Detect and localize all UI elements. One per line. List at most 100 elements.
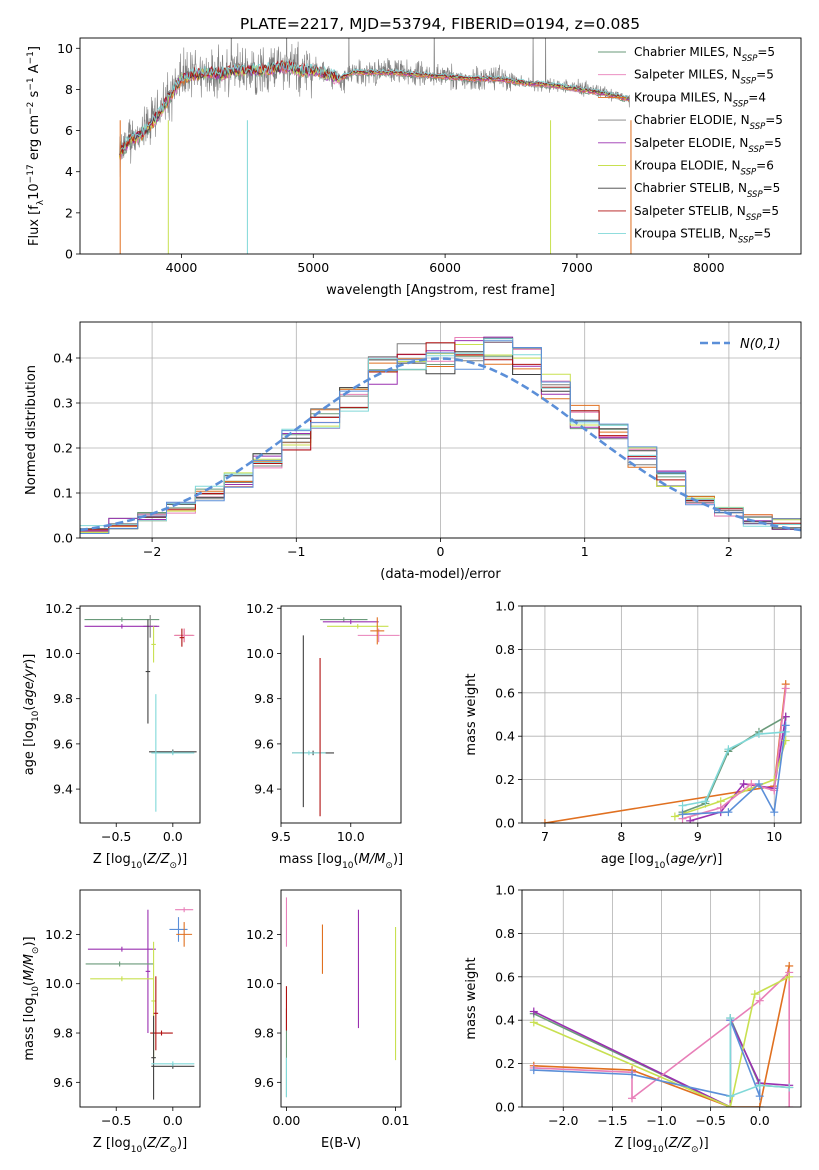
age-vs-metallicity-panel: −0.5 0.09.49.69.810.010.2Z [log10(Z/Z⊙)]a… [22,601,201,871]
residuals-panel: −2 −1 0 1 2 0.0 0.1 0.2 0.3 0.4 (data-model)/error… [24,321,802,582]
y-tick-label: 10 [57,41,73,56]
x-axis-label-part: )] [177,1136,187,1151]
x-axis-label-part: ( [664,1136,669,1151]
gaussian-legend-label: N(0,1) [740,337,781,352]
axes-frame [280,889,402,1108]
legend-entry-text: Chabrier ELODIE, N [634,113,750,127]
x-axis-label-part: wavelength [Angstrom, rest frame] [326,283,555,298]
x-tick-label: 8000 [693,260,725,275]
x-tick-label: 10.0 [337,829,365,844]
y-tick-label: 10.0 [45,646,73,661]
legend-entry-count: =5 [765,113,783,127]
y-tick-label: 1.0 [495,883,515,898]
y-tick-label: 1.0 [495,599,515,614]
y-tick-label: 9.8 [53,691,73,706]
y-tick-label: 0.4 [495,1013,515,1028]
x-tick-label: −1 [287,544,305,559]
x-tick-label: 0.0 [163,829,183,844]
y-tick-label: 8 [65,82,73,97]
y-tick-label: 0.3 [53,396,73,411]
y-axis-label-part: ( [22,706,37,711]
legend-entry-label: Chabrier ELODIE, NSSP=5 [634,113,783,132]
y-axis-label-part: )] [22,654,37,664]
axes-frame [280,605,402,824]
x-tick-label: 9.5 [271,829,291,844]
weight-series-line [533,1019,761,1098]
legend-entry-count: =6 [756,159,774,173]
age-vs-mass-panel: 9.5 10.0 9.4 9.6 9.8 10.0 10.2 mass [log10(M/M⊙… [246,601,403,871]
y-axis-label-part: ⊙ [31,947,41,955]
x-tick-label: 8 [617,829,625,844]
legend-entry-count: =5 [756,68,774,82]
legend-entry-count: =5 [763,181,781,195]
y-tick-label: 9.8 [254,1026,274,1041]
y-axis-label-part: 10 [31,986,41,998]
x-axis-label-part: )] [712,852,722,867]
y-axis-label: mass weight [464,957,479,1039]
x-tick-label: 7000 [561,260,593,275]
weight-plot-area [540,680,790,823]
x-axis-label-part: Z/Z [668,1136,692,1151]
x-tick-label: 10 [766,829,782,844]
x-axis-label-part: Z [log [93,1136,131,1151]
y-axis-label-part: mass weight [464,673,479,755]
y-axis-label-part: ] [27,46,42,51]
legend-entry-text: Kroupa MILES, N [634,90,733,104]
legend-entry-subscript: SSP [742,54,758,64]
x-axis-label-part: 10 [342,861,354,871]
x-axis-label: age [log10(age/yr)] [601,852,723,871]
axes-frame [521,889,802,1108]
x-tick-label: 0.0 [163,1113,183,1128]
y-tick-label: 6 [65,123,73,138]
y-tick-label: 2 [65,205,73,220]
weight-series-line [544,684,787,823]
legend-entry-text: Salpeter STELIB, N [634,204,746,218]
y-tick-label: 0.6 [495,685,515,700]
y-tick-label: 0.0 [495,816,515,831]
weight-plot-area [529,961,794,1107]
y-tick-label: 10.0 [45,976,73,991]
x-axis-label-part: ⊙ [169,1145,177,1155]
x-axis-label-part: 10 [131,861,143,871]
x-axis-label: Z [log10(Z/Z⊙)] [93,1136,187,1155]
y-tick-label: 10.2 [246,601,274,616]
x-axis-label: mass [log10(M/M⊙)] [279,852,403,871]
y-tick-label: 10.2 [246,927,274,942]
weight-series-line [533,970,791,1107]
x-tick-label: 0.01 [382,1113,410,1128]
x-axis-label-part: Z [log [614,1136,652,1151]
x-tick-label: 9 [694,829,702,844]
y-axis-label: mass weight [464,673,479,755]
y-axis-label-part: mass weight [464,957,479,1039]
legend-entry-subscript: SSP [733,99,749,109]
x-tick-label: −1.0 [646,1113,676,1128]
y-axis-label-part: s [27,90,42,101]
y-axis-label-part: )] [22,936,37,946]
y-axis-label-part: −1 [26,51,36,64]
y-axis-label-part: −1 [26,77,36,90]
x-axis-label-part: ( [142,1136,147,1151]
x-axis-label-part: ( [142,852,147,867]
x-axis-label-part: ⊙ [691,1145,699,1155]
x-tick-label: 2 [725,544,733,559]
y-axis-label-part: age [log [22,722,37,775]
y-tick-label: 10.2 [45,927,73,942]
x-axis-label-part: ⊙ [385,861,393,871]
y-axis-label-part: −17 [26,164,36,183]
x-axis-label: wavelength [Angstrom, rest frame] [326,283,555,298]
x-tick-label: 0.0 [750,1113,770,1128]
x-tick-label: −0.5 [101,829,131,844]
x-tick-label: 7 [541,829,549,844]
legend-entry-count: =5 [757,45,775,59]
x-axis-label: Z [log10(Z/Z⊙)] [93,852,187,871]
legend-entry-label: Kroupa MILES, NSSP=4 [634,90,766,109]
y-axis-label-part: ( [22,981,37,986]
legend-entry-subscript: SSP [741,77,757,87]
y-axis-label-part: 10 [27,183,42,200]
y-tick-label: 0.8 [495,642,515,657]
y-axis-label: mass [log10(M/M⊙)] [22,936,41,1060]
x-axis-label-part: )] [699,1136,709,1151]
legend-entry-label: Chabrier STELIB, NSSP=5 [634,181,780,200]
